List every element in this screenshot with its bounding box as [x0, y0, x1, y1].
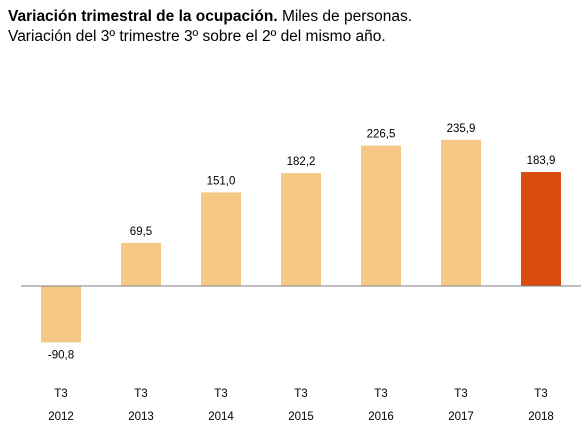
chart-subtitle: Variación del 3º trimestre 3º sobre el 2…: [8, 28, 386, 45]
data-label-2015: 182,2: [287, 156, 316, 168]
x-tick-quarter-2015: T3: [294, 388, 307, 400]
data-label-2016: 226,5: [367, 129, 396, 141]
x-tick-quarter-2017: T3: [454, 388, 467, 400]
x-tick-quarter-2014: T3: [214, 388, 227, 400]
x-tick-quarter-2018: T3: [534, 388, 547, 400]
data-label-2017: 235,9: [447, 123, 476, 135]
chart-title-block: Variación trimestral de la ocupación. Mi…: [8, 7, 412, 47]
bar-2016: [361, 145, 401, 286]
bar-2015: [281, 173, 321, 286]
x-tick-quarter-2012: T3: [54, 388, 67, 400]
data-label-2014: 151,0: [207, 175, 236, 187]
data-label-2018: 183,9: [527, 155, 556, 167]
x-tick-year-2013: 2013: [128, 411, 154, 423]
bar-2013: [121, 242, 161, 286]
data-label-2012: -90,8: [48, 349, 74, 361]
x-tick-year-2015: 2015: [288, 411, 314, 423]
bar-2014: [201, 192, 241, 286]
bar-2018: [521, 172, 561, 286]
bar-2017: [441, 139, 481, 286]
x-tick-year-2012: 2012: [48, 411, 74, 423]
chart-title-bold: Variación trimestral de la ocupación.: [8, 8, 278, 25]
x-tick-quarter-2013: T3: [134, 388, 147, 400]
x-tick-quarter-2016: T3: [374, 388, 387, 400]
chart-title: Variación trimestral de la ocupación. Mi…: [8, 7, 412, 27]
x-tick-year-2018: 2018: [528, 411, 554, 423]
bar-2012: [41, 286, 81, 343]
x-tick-year-2016: 2016: [368, 411, 394, 423]
x-tick-year-2014: 2014: [208, 411, 234, 423]
data-label-2013: 69,5: [130, 226, 152, 238]
chart-title-units: Miles de personas.: [281, 8, 413, 25]
x-tick-year-2017: 2017: [448, 411, 474, 423]
